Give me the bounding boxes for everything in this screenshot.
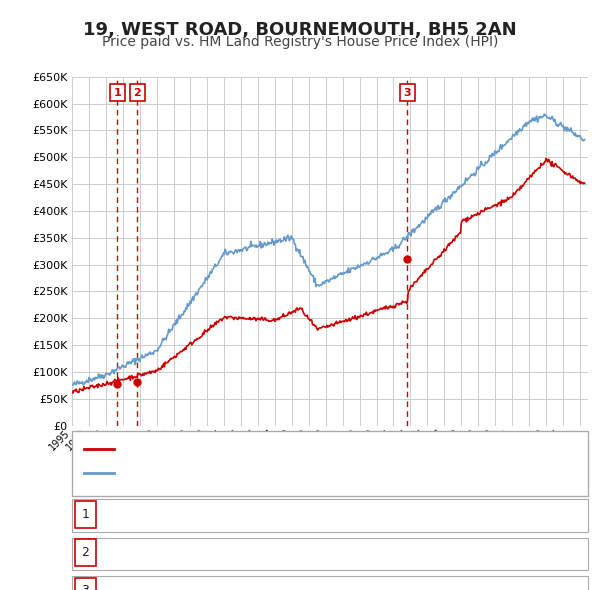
Text: 19, WEST ROAD, BOURNEMOUTH, BH5 2AN (detached house): 19, WEST ROAD, BOURNEMOUTH, BH5 2AN (det… <box>120 444 440 454</box>
Text: 29% ↓ HPI: 29% ↓ HPI <box>444 507 506 520</box>
Text: 13-NOV-1998: 13-NOV-1998 <box>117 546 196 559</box>
Text: 1: 1 <box>82 507 89 520</box>
Text: 34% ↓ HPI: 34% ↓ HPI <box>444 546 506 559</box>
Text: HPI: Average price, detached house, Bournemouth Christchurch and Poole: HPI: Average price, detached house, Bour… <box>120 468 508 478</box>
Text: £310,000: £310,000 <box>300 584 356 590</box>
Text: 3: 3 <box>82 584 89 590</box>
Text: 1: 1 <box>113 88 121 98</box>
Text: 16% ↓ HPI: 16% ↓ HPI <box>444 584 506 590</box>
Text: 3: 3 <box>404 88 411 98</box>
Text: 05-SEP-1997: 05-SEP-1997 <box>117 507 192 520</box>
Text: £77,500: £77,500 <box>300 507 349 520</box>
Text: 2: 2 <box>82 546 89 559</box>
Text: £82,000: £82,000 <box>300 546 348 559</box>
Text: Price paid vs. HM Land Registry's House Price Index (HPI): Price paid vs. HM Land Registry's House … <box>102 35 498 50</box>
Text: 2: 2 <box>134 88 142 98</box>
Text: 31-OCT-2014: 31-OCT-2014 <box>117 584 194 590</box>
Text: 19, WEST ROAD, BOURNEMOUTH, BH5 2AN: 19, WEST ROAD, BOURNEMOUTH, BH5 2AN <box>83 21 517 39</box>
